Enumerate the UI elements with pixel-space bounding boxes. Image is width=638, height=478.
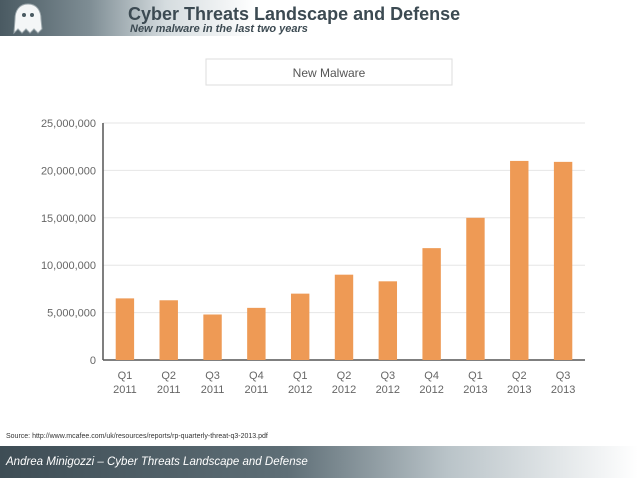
x-tick-label-year: 2013 xyxy=(551,384,575,396)
bar xyxy=(553,161,573,360)
x-tick-label-quarter: Q3 xyxy=(205,370,220,382)
x-tick-label-quarter: Q1 xyxy=(293,370,308,382)
x-tick-label-quarter: Q2 xyxy=(161,370,176,382)
chart-title: New Malware xyxy=(293,66,366,80)
footer-author-line: Andrea Minigozzi – Cyber Threats Landsca… xyxy=(6,456,308,468)
y-tick-label: 25,000,000 xyxy=(41,118,96,130)
x-tick-label-year: 2013 xyxy=(507,384,531,396)
bar xyxy=(466,217,485,360)
x-tick-label-year: 2011 xyxy=(113,384,137,396)
x-tick-label-quarter: Q3 xyxy=(380,370,395,382)
source-note: Source: http://www.mcafee.com/uk/resourc… xyxy=(6,433,268,440)
x-tick-label-quarter: Q4 xyxy=(249,370,264,382)
x-tick-label-quarter: Q4 xyxy=(424,370,439,382)
y-tick-label: 20,000,000 xyxy=(41,165,96,177)
bar xyxy=(203,314,222,360)
bar xyxy=(247,307,266,360)
x-tick-label-year: 2012 xyxy=(376,384,400,396)
x-tick-label-year: 2013 xyxy=(463,384,487,396)
x-tick-label-year: 2012 xyxy=(419,384,443,396)
x-tick-label-year: 2012 xyxy=(332,384,356,396)
header-band xyxy=(0,0,638,36)
x-tick-label-quarter: Q1 xyxy=(118,370,133,382)
x-tick-label-quarter: Q2 xyxy=(337,370,352,382)
x-tick-label-quarter: Q1 xyxy=(468,370,483,382)
bar xyxy=(378,281,398,360)
y-tick-label: 0 xyxy=(90,355,96,367)
x-tick-label-year: 2011 xyxy=(245,384,269,396)
ghost-icon xyxy=(13,3,43,35)
bar xyxy=(115,298,135,360)
x-tick-label-year: 2011 xyxy=(201,384,225,396)
y-tick-label: 10,000,000 xyxy=(41,260,96,272)
x-tick-label-quarter: Q3 xyxy=(556,370,571,382)
x-tick-label-quarter: Q2 xyxy=(512,370,527,382)
x-tick-label-year: 2011 xyxy=(157,384,181,396)
x-tick-label-year: 2012 xyxy=(288,384,312,396)
bar xyxy=(159,300,178,360)
y-tick-label: 5,000,000 xyxy=(47,308,96,320)
bar xyxy=(334,274,354,360)
bar xyxy=(422,248,441,360)
footer-band xyxy=(0,446,638,478)
page-title: Cyber Threats Landscape and Defense xyxy=(128,4,461,24)
page-subtitle: New malware in the last two years xyxy=(130,23,308,35)
y-tick-label: 15,000,000 xyxy=(41,213,96,225)
chart-title-box xyxy=(205,58,453,86)
bar xyxy=(510,160,529,360)
bar xyxy=(290,293,310,360)
malware-bar-chart: New Malware 0 5,000,000 10,000,000 15,000,00… xyxy=(41,58,585,396)
